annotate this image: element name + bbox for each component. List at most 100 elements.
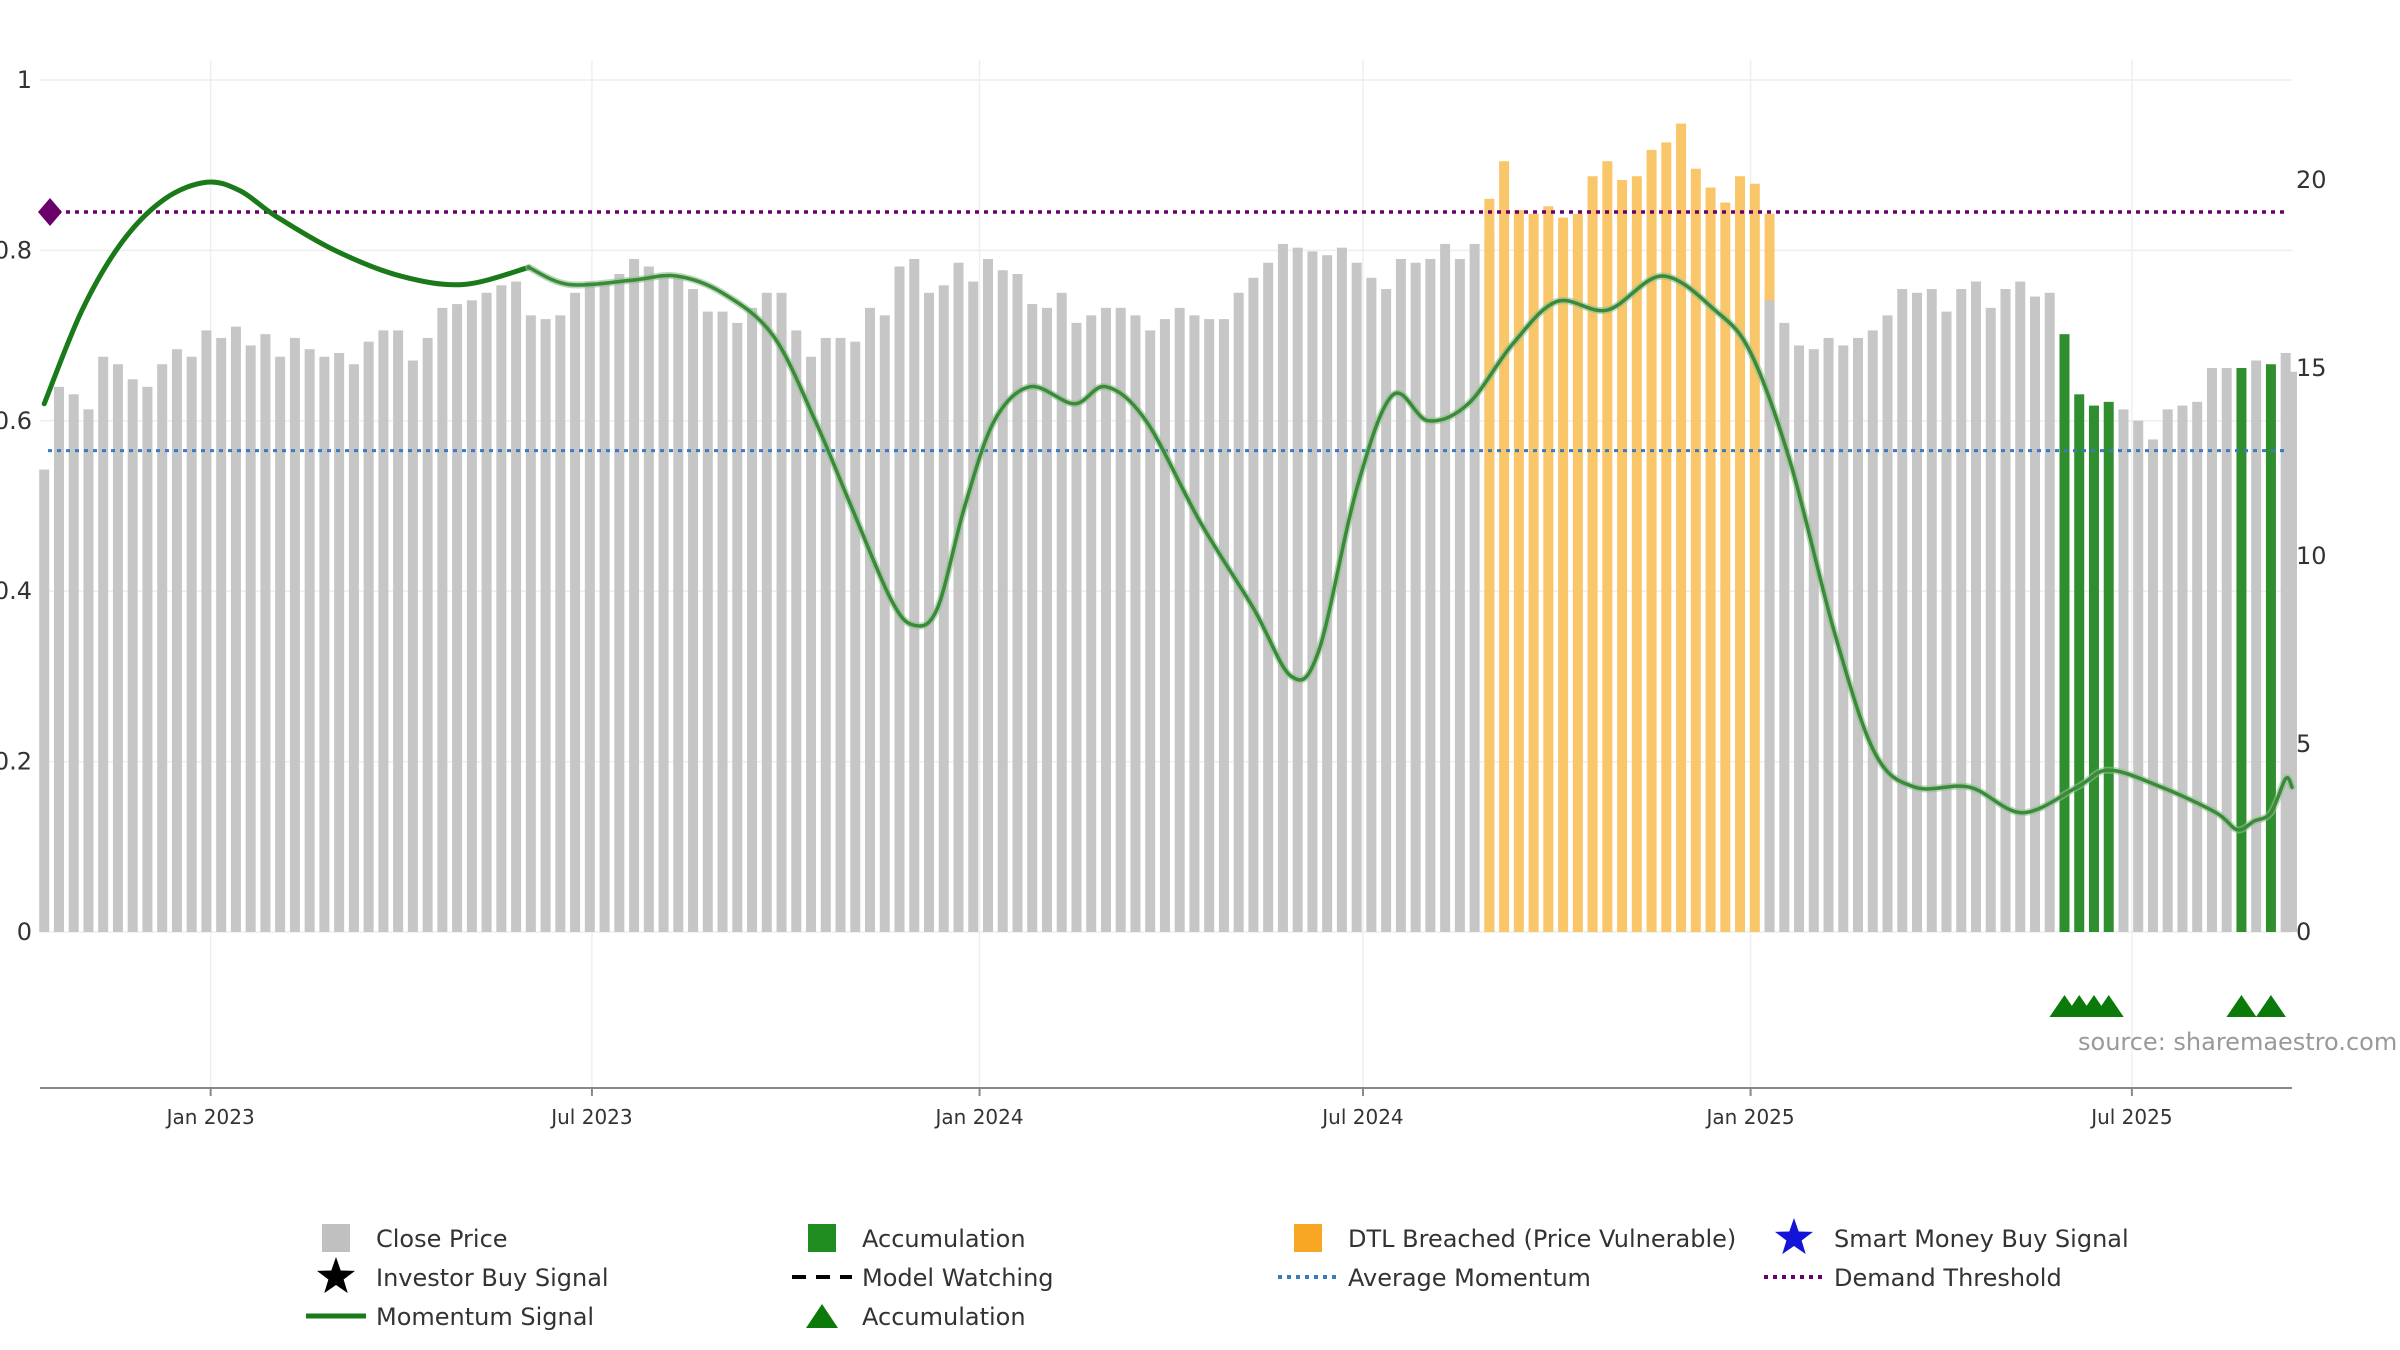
- close-price-bar: [245, 345, 256, 932]
- close-price-bar: [1145, 330, 1156, 932]
- close-price-bar: [747, 307, 758, 933]
- x-tick-label: Jan 2024: [934, 1105, 1024, 1129]
- dtl-breached-bar: [1484, 198, 1495, 933]
- close-price-bar: [820, 337, 831, 932]
- close-price-bar: [452, 304, 463, 933]
- legend-label: Smart Money Buy Signal: [1834, 1225, 2129, 1253]
- accumulation-triangle: [2255, 995, 2286, 1017]
- close-price-bar: [68, 394, 79, 932]
- close-price-bar: [171, 349, 182, 932]
- close-price-bar: [658, 274, 669, 932]
- legend-swatch: [322, 1224, 350, 1252]
- close-price-bar: [83, 409, 94, 932]
- close-price-bar: [1823, 337, 1834, 932]
- right-tick-label: 0: [2296, 918, 2311, 946]
- accumulation-markers: [2049, 995, 2286, 1017]
- close-price-bar: [2162, 409, 2173, 932]
- close-price-bar: [761, 292, 772, 932]
- legend-star: [316, 1257, 356, 1294]
- close-price-bar: [1779, 322, 1790, 932]
- close-price-bar: [1381, 289, 1392, 932]
- close-price-bar: [2015, 281, 2026, 932]
- x-tick-label: Jan 2025: [1705, 1105, 1795, 1129]
- legend-label: Average Momentum: [1348, 1264, 1591, 1292]
- accumulation-bar: [2236, 368, 2247, 932]
- close-price-bar: [1882, 315, 1893, 932]
- close-price-bar: [230, 326, 241, 932]
- close-price-bar: [584, 281, 595, 932]
- close-price-bar: [1971, 281, 1982, 932]
- close-price-bar: [378, 330, 389, 932]
- close-price-bar: [201, 330, 212, 932]
- legend-label: Accumulation: [862, 1225, 1026, 1253]
- right-tick-label: 20: [2296, 166, 2327, 194]
- close-price-bar: [732, 322, 743, 932]
- close-price-bar: [1027, 304, 1038, 933]
- close-price-bar: [1926, 289, 1937, 932]
- legend-swatch: [808, 1224, 836, 1252]
- close-price-bar: [496, 285, 507, 932]
- close-price-bar: [157, 364, 168, 932]
- close-price-bar: [1794, 345, 1805, 932]
- close-price-bar: [142, 386, 153, 932]
- close-price-bar: [2147, 439, 2158, 932]
- dtl-breached-bar: [1528, 213, 1539, 933]
- dtl-breached-bar: [1543, 206, 1554, 932]
- dtl-breached-bar: [1587, 176, 1598, 933]
- legend-item: Close Price: [322, 1224, 508, 1253]
- x-tick-label: Jul 2023: [549, 1105, 632, 1129]
- close-price-bar: [2029, 296, 2040, 932]
- close-price-bar: [953, 262, 964, 933]
- close-price-bar: [1086, 315, 1097, 932]
- close-price-bar: [1012, 274, 1023, 932]
- close-price-bar: [1808, 349, 1819, 932]
- accumulation-triangle: [2226, 995, 2257, 1017]
- close-price-bar: [599, 281, 610, 932]
- right-tick-label: 15: [2296, 354, 2327, 382]
- close-price-bar: [1130, 315, 1141, 932]
- close-price-bar: [1764, 300, 1775, 932]
- legend-label: DTL Breached (Price Vulnerable): [1348, 1225, 1736, 1253]
- close-price-bar: [1454, 258, 1465, 933]
- close-price-bar: [525, 315, 536, 932]
- dtl-breached-bar: [1735, 176, 1746, 933]
- close-price-bar: [924, 292, 935, 932]
- legend-swatch: [1294, 1224, 1322, 1252]
- close-price-bar: [1425, 258, 1436, 933]
- close-price-bar: [688, 289, 699, 932]
- close-price-bar: [1056, 292, 1067, 932]
- legend-item: Investor Buy Signal: [316, 1257, 609, 1294]
- dtl-breached-bar: [1572, 213, 1583, 933]
- close-price-bar: [894, 266, 905, 933]
- close-price-bar: [186, 356, 197, 933]
- close-price-bar: [997, 270, 1008, 932]
- legend-item: Accumulation: [806, 1303, 1026, 1331]
- close-price-bar: [1985, 307, 1996, 933]
- close-price-bar: [1189, 315, 1200, 932]
- x-tick-label: Jan 2023: [165, 1105, 255, 1129]
- dtl-breached-bar: [1513, 210, 1524, 932]
- threshold-lines: [38, 198, 2288, 453]
- close-price-bar: [1912, 292, 1923, 932]
- close-price-bar: [1853, 337, 1864, 932]
- legend-label: Investor Buy Signal: [376, 1264, 609, 1292]
- momentum-signal-line-faded: [526, 265, 2294, 832]
- source-label: source: sharemaestro.com: [2078, 1028, 2397, 1056]
- close-price-bar: [2287, 371, 2297, 932]
- left-tick-label: 0.2: [0, 748, 32, 776]
- accumulation-bar: [2265, 364, 2276, 932]
- close-price-bar: [348, 364, 359, 932]
- close-price-bar: [555, 315, 566, 932]
- close-price-bar: [2044, 292, 2055, 932]
- close-price-bar: [1218, 319, 1229, 932]
- close-price-bar: [1100, 307, 1111, 933]
- close-price-bar: [909, 258, 920, 933]
- legend-item: Momentum Signal: [306, 1303, 594, 1331]
- legend-label: Momentum Signal: [376, 1303, 594, 1331]
- close-price-bar: [304, 349, 315, 932]
- legend-item: Accumulation: [808, 1224, 1026, 1253]
- legend: Close Price Accumulation DTL Breached (Pri…: [306, 1218, 2129, 1331]
- close-price-bar: [39, 469, 50, 932]
- accumulation-triangle: [2093, 995, 2124, 1017]
